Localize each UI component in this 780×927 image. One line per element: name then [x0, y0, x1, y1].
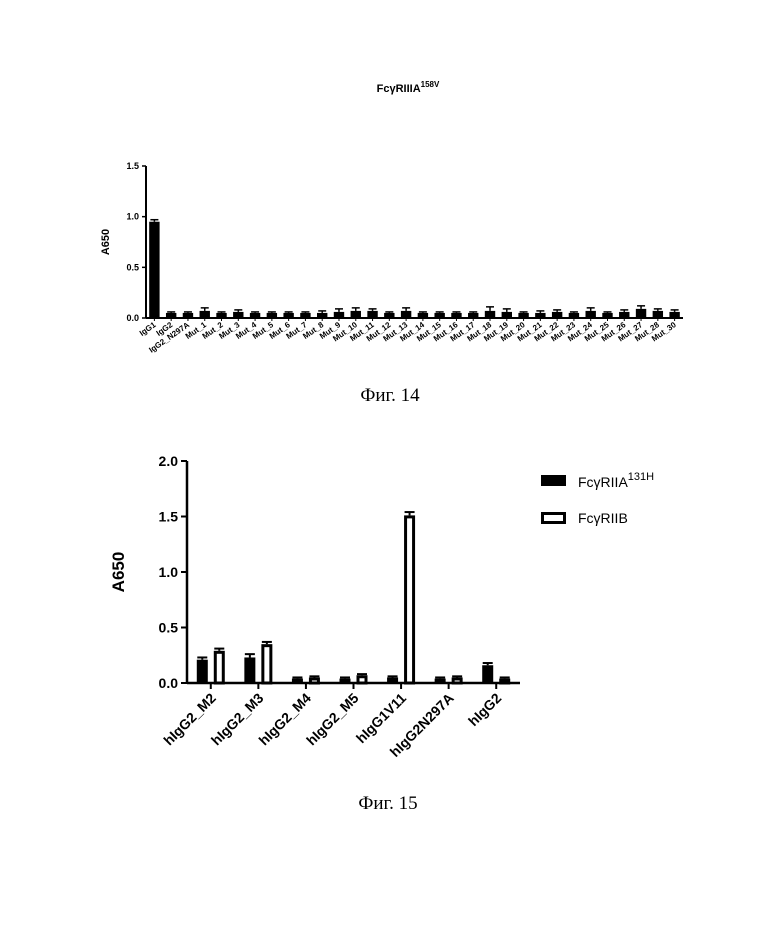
chart2-bar-hollow: [310, 679, 318, 683]
chart1-bars: [149, 220, 680, 318]
figure-14-caption: Фиг. 14: [360, 385, 420, 406]
chart1-bar: [317, 313, 327, 318]
chart1-bar: [233, 312, 243, 318]
chart2-y-tick-label: 2.0: [159, 453, 179, 469]
chart1-bar: [351, 311, 361, 318]
chart1-bar: [535, 313, 545, 318]
chart1-bar: [451, 313, 461, 318]
chart2-y-tick-label: 0.0: [159, 675, 179, 691]
chart1-bar: [384, 313, 394, 318]
chart2-x-tick-label: hIgG2: [465, 690, 505, 730]
chart1-tick-labels: 0.00.51.01.5IgG1IgG2IgG2_N297AMut_1Mut_2…: [126, 161, 678, 355]
chart1-bar: [367, 311, 377, 318]
chart1-bar: [653, 311, 663, 318]
chart1-bar: [250, 313, 260, 318]
chart2-y-tick-label: 1.5: [159, 509, 179, 525]
figure-15-caption: Фиг. 15: [358, 793, 417, 814]
chart1-bar: [216, 313, 226, 318]
chart2-bar-hollow: [358, 677, 366, 683]
chart1-bar: [183, 313, 193, 318]
chart1-bar: [602, 313, 612, 318]
chart2-bar-filled: [292, 679, 303, 683]
chart2-bar-filled: [435, 679, 446, 683]
chart2-bar-filled: [244, 657, 255, 683]
chart1-bar: [502, 312, 512, 318]
chart2-legend: FcγRIIA131H FcγRIIB: [541, 471, 654, 526]
legend-swatch-filled: [541, 475, 566, 486]
chart1-title: FcγRIIIA158V: [377, 80, 440, 95]
chart1-bar: [200, 311, 210, 318]
chart-fc-gamma-riiia-158v: FcγRIIIA158V A650 0.00.51.01.5IgG1IgG2Ig…: [100, 80, 683, 355]
chart2-y-tick-label: 0.5: [159, 620, 179, 636]
chart2-bar-hollow: [406, 517, 414, 683]
chart1-bar: [283, 313, 293, 318]
chart1-bar: [552, 312, 562, 318]
chart2-x-tick-label: hIgG2_M5: [303, 690, 362, 749]
chart2-bar-hollow: [263, 646, 271, 683]
legend-swatch-hollow: [543, 514, 565, 523]
chart1-bar: [518, 313, 528, 318]
chart2-bar-filled: [340, 679, 351, 683]
chart2-bar-filled: [482, 665, 493, 683]
chart1-bar: [401, 311, 411, 318]
chart1-x-tick-label: IgG1: [138, 320, 158, 338]
chart2-axes: [181, 461, 520, 689]
chart2-bar-filled: [197, 660, 208, 683]
chart1-y-tick-label: 1.0: [126, 212, 139, 222]
chart1-bar: [166, 313, 176, 318]
chart1-y-tick-label: 0.0: [126, 313, 139, 323]
chart1-bar: [149, 222, 159, 318]
chart2-bar-filled: [387, 677, 398, 683]
chart1-bar: [669, 312, 679, 318]
chart-fc-gamma-riia-riib: A650 0.00.51.01.52.0hIgG2_M2hIgG2_M3hIgG…: [109, 453, 654, 760]
chart1-bar: [569, 313, 579, 318]
chart1-y-tick-label: 0.5: [126, 262, 139, 272]
legend-label-fcgriib: FcγRIIB: [578, 510, 628, 526]
chart1-y-axis-label: A650: [100, 229, 112, 255]
chart1-bar: [434, 313, 444, 318]
chart1-bar: [267, 313, 277, 318]
chart2-tick-labels: 0.00.51.01.52.0hIgG2_M2hIgG2_M3hIgG2_M4h…: [159, 453, 505, 760]
chart1-bar: [334, 312, 344, 318]
chart2-bar-hollow: [501, 680, 509, 683]
chart1-bar: [636, 309, 646, 318]
chart2-bar-hollow: [453, 679, 461, 683]
chart2-bars: [197, 512, 510, 683]
chart1-bar: [468, 313, 478, 318]
chart1-axes: [142, 166, 683, 321]
chart2-y-tick-label: 1.0: [159, 564, 179, 580]
legend-label-fcgriia-131h: FcγRIIA131H: [578, 471, 654, 490]
chart1-bar: [586, 311, 596, 318]
chart2-bar-hollow: [215, 652, 223, 683]
chart1-bar: [418, 313, 428, 318]
chart1-y-tick-label: 1.5: [126, 161, 139, 171]
chart2-y-axis-label: A650: [109, 552, 128, 593]
chart1-bar: [619, 312, 629, 318]
chart1-bar: [485, 311, 495, 318]
chart1-bar: [300, 313, 310, 318]
